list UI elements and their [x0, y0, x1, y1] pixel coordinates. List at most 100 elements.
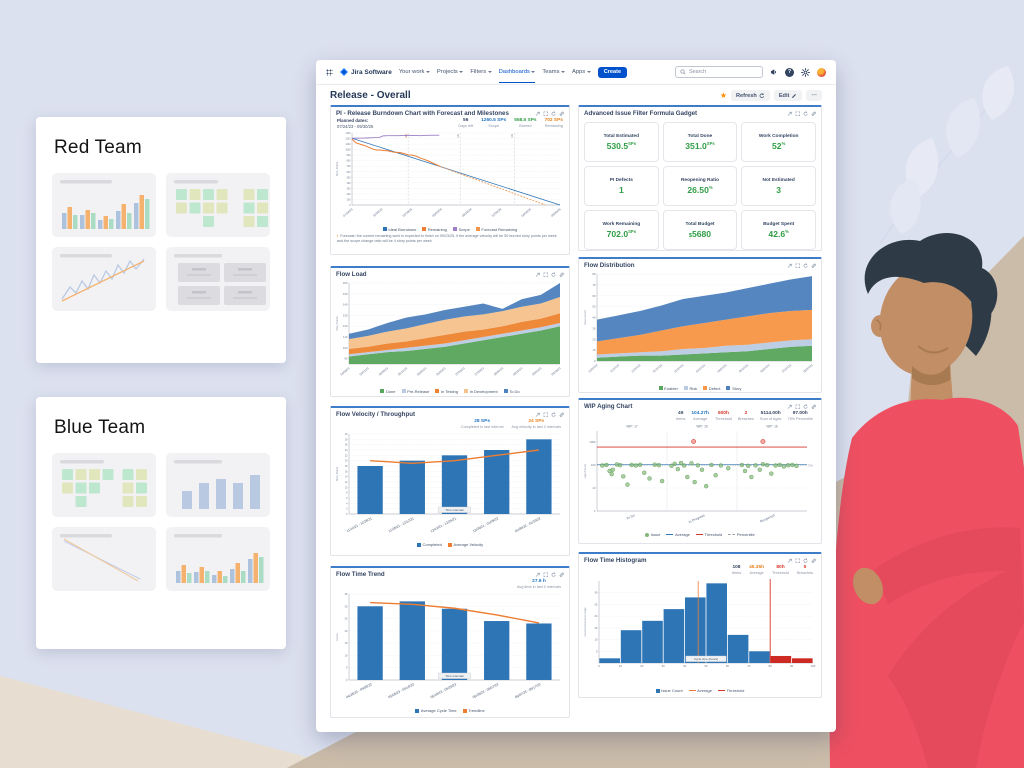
- legend-item: Done: [380, 389, 396, 394]
- link-icon[interactable]: [559, 412, 565, 418]
- search-input[interactable]: Search: [675, 66, 763, 78]
- nav-filters[interactable]: Filters: [470, 62, 492, 82]
- announcements-icon[interactable]: [770, 68, 778, 76]
- svg-text:22: 22: [345, 454, 348, 457]
- svg-text:150: 150: [343, 292, 348, 296]
- link-icon[interactable]: [811, 111, 817, 117]
- blue-team-card: Blue Team: [36, 397, 286, 649]
- expand-icon[interactable]: [535, 111, 541, 117]
- legend-item: Average Cycle Time: [415, 708, 457, 713]
- svg-text:500: 500: [347, 177, 352, 179]
- nav-teams[interactable]: Teams: [542, 62, 565, 82]
- fullscreen-icon[interactable]: [795, 111, 801, 117]
- fullscreen-icon[interactable]: [795, 263, 801, 269]
- user-avatar[interactable]: [817, 67, 826, 77]
- svg-text:900: 900: [347, 155, 352, 157]
- fullscreen-icon[interactable]: [543, 572, 549, 578]
- jira-logo-icon: [340, 68, 348, 76]
- refresh-icon[interactable]: [551, 412, 557, 418]
- legend-item: Scope: [452, 227, 470, 232]
- nav-your-work[interactable]: Your work: [399, 62, 430, 82]
- svg-text:M2: M2: [456, 133, 460, 137]
- expand-icon[interactable]: [535, 572, 541, 578]
- person-chin-line: [917, 345, 949, 354]
- refresh-icon[interactable]: [551, 572, 557, 578]
- svg-text:05/21/23: 05/21/23: [397, 366, 408, 377]
- gadget-formula: Advanced Issue Filter Formula Gadget Tot…: [578, 105, 822, 251]
- svg-text:09/03/23: 09/03/23: [531, 366, 542, 377]
- formula-card-total-estimated: Total Estimated 530.5SPs: [584, 122, 659, 162]
- link-icon[interactable]: [559, 272, 565, 278]
- refresh-icon[interactable]: [551, 111, 557, 117]
- svg-text:10: 10: [619, 664, 623, 668]
- legend-item: Risk: [683, 386, 697, 391]
- refresh-button[interactable]: Refresh: [730, 90, 770, 101]
- person-forearm: [888, 564, 1024, 768]
- svg-text:Hours: Hours: [335, 632, 339, 640]
- svg-text:20: 20: [345, 628, 348, 632]
- svg-text:06/07/23 - 06/17/23: 06/07/23 - 06/17/23: [514, 682, 541, 699]
- red-team-thumbnails: [36, 173, 286, 329]
- svg-text:06/20/23: 06/20/23: [435, 366, 446, 377]
- expand-icon[interactable]: [787, 404, 793, 410]
- person-hand: [852, 567, 884, 605]
- svg-text:20: 20: [640, 664, 644, 668]
- svg-text:50: 50: [592, 305, 596, 309]
- refresh-icon[interactable]: [551, 272, 557, 278]
- fullscreen-icon[interactable]: [795, 404, 801, 410]
- settings-icon[interactable]: [801, 67, 810, 77]
- flow-time-histogram-legend: Issue Count Average Threshold: [579, 687, 821, 695]
- legend-item: Forecast Remaining: [475, 227, 517, 232]
- svg-text:1000: 1000: [589, 439, 596, 443]
- svg-text:20: 20: [592, 337, 596, 341]
- nav-dashboards[interactable]: Dashboards: [498, 62, 536, 83]
- svg-text:05/08/23 - 05/18/23: 05/08/23 - 05/18/23: [388, 682, 415, 699]
- more-button[interactable]: ⋯: [806, 90, 822, 101]
- link-icon[interactable]: [811, 404, 817, 410]
- help-icon[interactable]: ?: [785, 67, 794, 77]
- link-icon[interactable]: [559, 572, 565, 578]
- link-icon[interactable]: [811, 558, 817, 564]
- thumb-bar-chart: [166, 453, 270, 517]
- expand-icon[interactable]: [787, 558, 793, 564]
- fullscreen-icon[interactable]: [543, 111, 549, 117]
- expand-icon[interactable]: [787, 111, 793, 117]
- jira-logo[interactable]: Jira Software: [340, 68, 392, 76]
- svg-text:0: 0: [349, 205, 351, 207]
- svg-text:5: 5: [596, 649, 598, 653]
- edit-button[interactable]: Edit: [773, 90, 803, 101]
- link-icon[interactable]: [559, 111, 565, 117]
- svg-text:Age (hours): Age (hours): [583, 463, 587, 477]
- fullscreen-icon[interactable]: [795, 558, 801, 564]
- formula-card-reopening-ratio: Reopening Ratio 26.50%: [662, 166, 738, 206]
- thumb-line-chart: [52, 247, 156, 311]
- stat-breaches: 5 Breaches: [796, 565, 813, 575]
- person-ear-line: [875, 319, 882, 331]
- expand-icon[interactable]: [787, 263, 793, 269]
- svg-text:05/06/23: 05/06/23: [378, 366, 389, 377]
- create-button[interactable]: Create: [597, 66, 628, 78]
- refresh-icon[interactable]: [803, 558, 809, 564]
- svg-text:60: 60: [592, 294, 596, 298]
- fullscreen-icon[interactable]: [543, 272, 549, 278]
- svg-text:14: 14: [345, 475, 348, 478]
- expand-icon[interactable]: [535, 412, 541, 418]
- gadget-title: PI - Release Burndown Chart with Forecas…: [336, 110, 509, 117]
- fullscreen-icon[interactable]: [543, 412, 549, 418]
- svg-text:01/09/22 - 01/23/22: 01/09/22 - 01/23/22: [514, 516, 541, 533]
- svg-text:26: 26: [345, 443, 348, 446]
- person-sleeve: [874, 527, 1022, 604]
- nav-apps[interactable]: Apps: [572, 62, 591, 82]
- link-icon[interactable]: [811, 263, 817, 269]
- favorite-star-icon[interactable]: ★: [719, 91, 727, 100]
- nav-projects[interactable]: Projects: [437, 62, 464, 82]
- refresh-icon[interactable]: [803, 263, 809, 269]
- svg-text:08/19/23: 08/19/23: [512, 366, 523, 377]
- expand-icon[interactable]: [535, 272, 541, 278]
- refresh-icon[interactable]: [803, 404, 809, 410]
- formula-card-total-done: Total Done 351.0SPs: [662, 122, 738, 162]
- app-switcher-icon[interactable]: [326, 68, 333, 76]
- planned-dates-value: 07/24/23 - 09/30/25: [337, 124, 374, 129]
- refresh-icon[interactable]: [803, 111, 809, 117]
